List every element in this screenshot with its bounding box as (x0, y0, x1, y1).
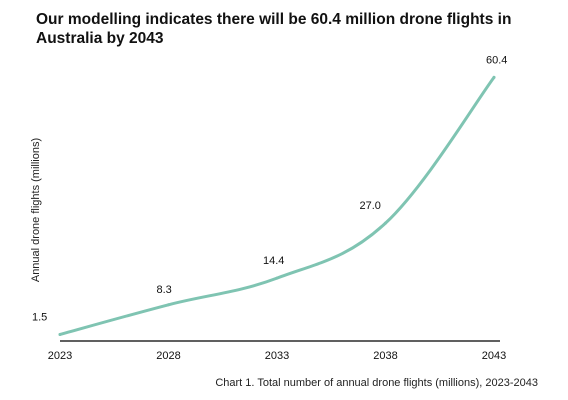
data-point (58, 332, 62, 336)
data-point (275, 276, 279, 280)
data-label: 60.4 (486, 54, 507, 66)
data-point (167, 303, 170, 307)
x-tick-label: 2028 (156, 350, 180, 362)
x-tick-label: 2043 (482, 350, 506, 362)
data-label: 14.4 (263, 255, 284, 267)
chart-caption: Chart 1. Total number of annual drone fl… (215, 377, 538, 389)
series-line (58, 75, 496, 336)
x-tick-label: 2033 (265, 350, 289, 362)
data-label: 1.5 (32, 311, 47, 323)
data-point (492, 75, 496, 79)
x-tick-label: 2038 (373, 350, 397, 362)
x-tick-label: 2023 (48, 350, 72, 362)
data-label: 27.0 (360, 200, 381, 212)
data-point (384, 221, 387, 225)
chart-title: Our modelling indicates there will be 60… (36, 11, 512, 47)
data-label: 8.3 (157, 284, 172, 296)
